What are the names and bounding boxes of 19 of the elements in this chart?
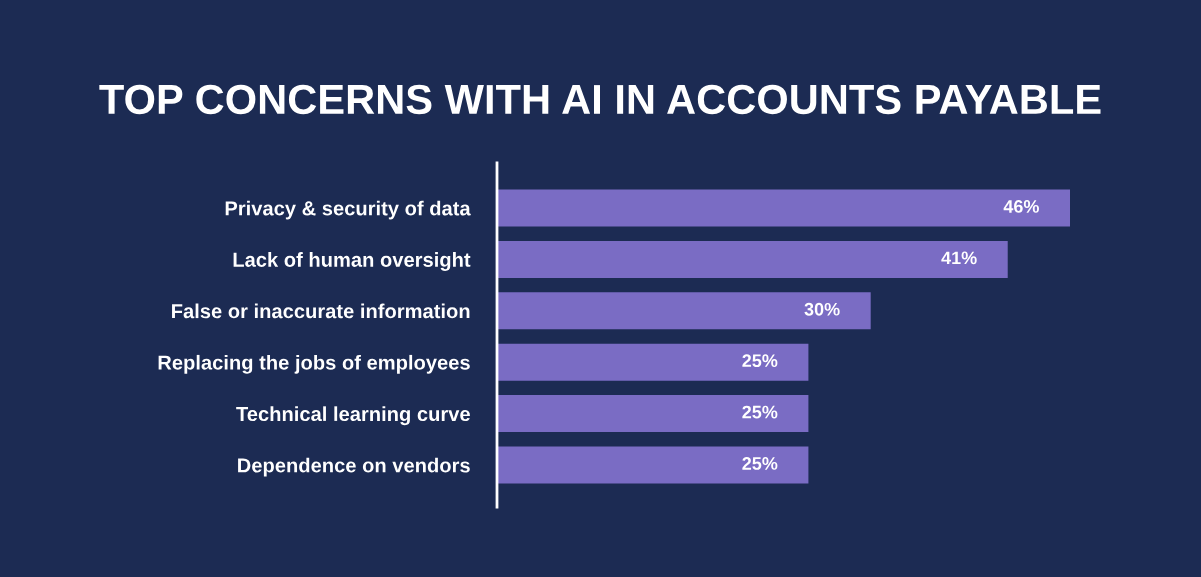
data-label: 30%: [804, 302, 840, 316]
data-label: 25%: [742, 354, 778, 368]
y-tick-label: Replacing the jobs of employees: [158, 354, 470, 374]
bar: [497, 240, 1008, 278]
y-tick-label: False or inaccurate information: [172, 303, 470, 319]
y-tick-label: Privacy & security of data: [225, 200, 471, 220]
y-tick-label: Dependence on vendors: [238, 457, 470, 477]
bar: [497, 189, 1070, 227]
bar: [497, 395, 809, 433]
bar: [497, 343, 809, 381]
y-tick-label: Lack of human oversight: [233, 252, 471, 271]
data-label: 46%: [1003, 200, 1039, 213]
y-tick-label: Technical learning curve: [236, 406, 470, 426]
bar: [497, 292, 871, 330]
data-label: 25%: [742, 457, 778, 470]
data-label: 25%: [742, 405, 778, 419]
data-label: 41%: [941, 251, 977, 265]
bar: [497, 446, 809, 484]
chart-title: TOP CONCERNS WITH AI IN ACCOUNTS PAYABLE: [99, 84, 1101, 115]
